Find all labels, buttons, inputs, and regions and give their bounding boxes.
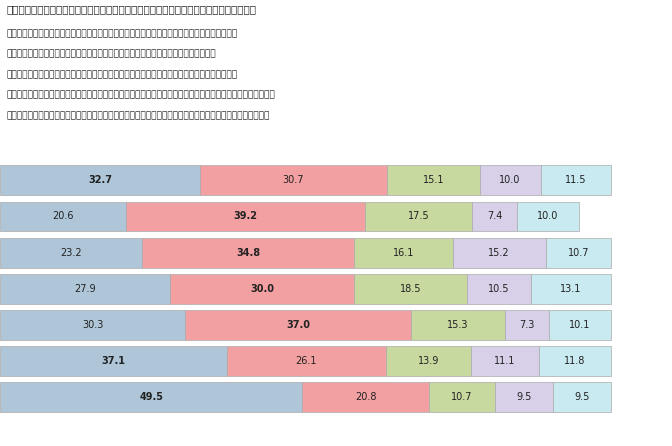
Text: 37.0: 37.0 bbox=[286, 320, 310, 330]
Bar bbox=[0, 202, 126, 231]
Bar bbox=[185, 310, 411, 340]
Text: 9.5: 9.5 bbox=[516, 392, 532, 402]
Bar bbox=[302, 382, 429, 412]
Bar bbox=[226, 346, 386, 376]
Text: の経済成長により、日本の購買力が相対的に低下することで、必要な輸入量を確保できなくなる懸念があるから: の経済成長により、日本の購買力が相対的に低下することで、必要な輸入量を確保できな… bbox=[7, 91, 276, 99]
Text: 32.7: 32.7 bbox=[88, 175, 112, 185]
Text: 7.3: 7.3 bbox=[519, 320, 535, 330]
Text: 13.9: 13.9 bbox=[418, 356, 439, 366]
Text: 18.5: 18.5 bbox=[399, 284, 421, 294]
Bar bbox=[354, 238, 453, 268]
Bar bbox=[505, 310, 549, 340]
Text: 30.3: 30.3 bbox=[82, 320, 103, 330]
Bar bbox=[546, 238, 611, 268]
Bar bbox=[0, 238, 142, 268]
Text: 10.5: 10.5 bbox=[488, 284, 509, 294]
Text: 34.8: 34.8 bbox=[236, 248, 260, 258]
Text: 10.1: 10.1 bbox=[569, 320, 591, 330]
Text: 30.7: 30.7 bbox=[283, 175, 304, 185]
Bar bbox=[453, 238, 546, 268]
Bar bbox=[0, 274, 171, 304]
Bar bbox=[0, 346, 226, 376]
Bar bbox=[495, 382, 553, 412]
Bar bbox=[126, 202, 366, 231]
Text: 15.1: 15.1 bbox=[423, 175, 444, 185]
Text: 7.4: 7.4 bbox=[487, 211, 503, 222]
Bar bbox=[539, 346, 611, 376]
Text: 動や自然災害が輸出国における食料生産に影響を与え、必要な輸入量を確保できなくなる: 動や自然災害が輸出国における食料生産に影響を与え、必要な輸入量を確保できなくなる bbox=[7, 4, 257, 14]
Bar bbox=[472, 202, 517, 231]
Text: 39.2: 39.2 bbox=[234, 211, 257, 222]
Bar bbox=[411, 310, 505, 340]
Text: 49.5: 49.5 bbox=[139, 392, 163, 402]
Bar bbox=[531, 274, 611, 304]
Text: 13.1: 13.1 bbox=[560, 284, 581, 294]
Text: 16.1: 16.1 bbox=[393, 248, 414, 258]
Bar bbox=[517, 202, 579, 231]
Text: 20.6: 20.6 bbox=[52, 211, 74, 222]
Text: 20.8: 20.8 bbox=[355, 392, 377, 402]
Bar bbox=[553, 382, 611, 412]
Bar bbox=[386, 346, 471, 376]
Bar bbox=[429, 382, 495, 412]
Bar bbox=[549, 310, 611, 340]
Bar bbox=[366, 202, 472, 231]
Text: 26.1: 26.1 bbox=[296, 356, 317, 366]
Text: 買の上昇や物流の問題により、輸送コストが増加し、価格が高騰する可能性があるから: 買の上昇や物流の問題により、輸送コストが増加し、価格が高騰する可能性があるから bbox=[7, 50, 216, 58]
Text: 23.2: 23.2 bbox=[60, 248, 82, 258]
Bar bbox=[171, 274, 353, 304]
Bar bbox=[353, 274, 467, 304]
Text: 17.5: 17.5 bbox=[408, 211, 429, 222]
Bar bbox=[0, 382, 302, 412]
Text: 10.7: 10.7 bbox=[452, 392, 473, 402]
Bar bbox=[142, 238, 354, 268]
Bar bbox=[541, 165, 611, 195]
Bar bbox=[480, 165, 541, 195]
Text: 15.2: 15.2 bbox=[489, 248, 510, 258]
Text: 10.0: 10.0 bbox=[538, 211, 558, 222]
Text: 37.1: 37.1 bbox=[101, 356, 125, 366]
Text: 10.0: 10.0 bbox=[499, 175, 521, 185]
Bar bbox=[467, 274, 531, 304]
Bar bbox=[0, 310, 185, 340]
Text: 9.5: 9.5 bbox=[574, 392, 589, 402]
Text: 10.7: 10.7 bbox=[567, 248, 589, 258]
Bar bbox=[387, 165, 480, 195]
Bar bbox=[0, 165, 200, 195]
Text: 30.0: 30.0 bbox=[250, 284, 274, 294]
Text: 口の増加により、世界的な食料需要が増加し、必要な輸入量を確保できなくなる懸念があるから: 口の増加により、世界的な食料需要が増加し、必要な輸入量を確保できなくなる懸念があ… bbox=[7, 70, 238, 79]
Text: 15.3: 15.3 bbox=[447, 320, 468, 330]
Text: しなどを原料とするバイオ燃料需要が増加し、穀物の供給量が減ることで、価格が高騰する可能性があるから: しなどを原料とするバイオ燃料需要が増加し、穀物の供給量が減ることで、価格が高騰す… bbox=[7, 111, 270, 120]
Bar bbox=[471, 346, 539, 376]
Bar bbox=[200, 165, 387, 195]
Text: 11.5: 11.5 bbox=[565, 175, 587, 185]
Text: 政治的な緊張、輸出国の政策変更などにより、必要な輸入量を確保できなくなる懸念があるから: 政治的な緊張、輸出国の政策変更などにより、必要な輸入量を確保できなくなる懸念があ… bbox=[7, 29, 238, 38]
Text: 11.1: 11.1 bbox=[494, 356, 515, 366]
Text: 11.8: 11.8 bbox=[564, 356, 585, 366]
Text: 27.9: 27.9 bbox=[75, 284, 96, 294]
